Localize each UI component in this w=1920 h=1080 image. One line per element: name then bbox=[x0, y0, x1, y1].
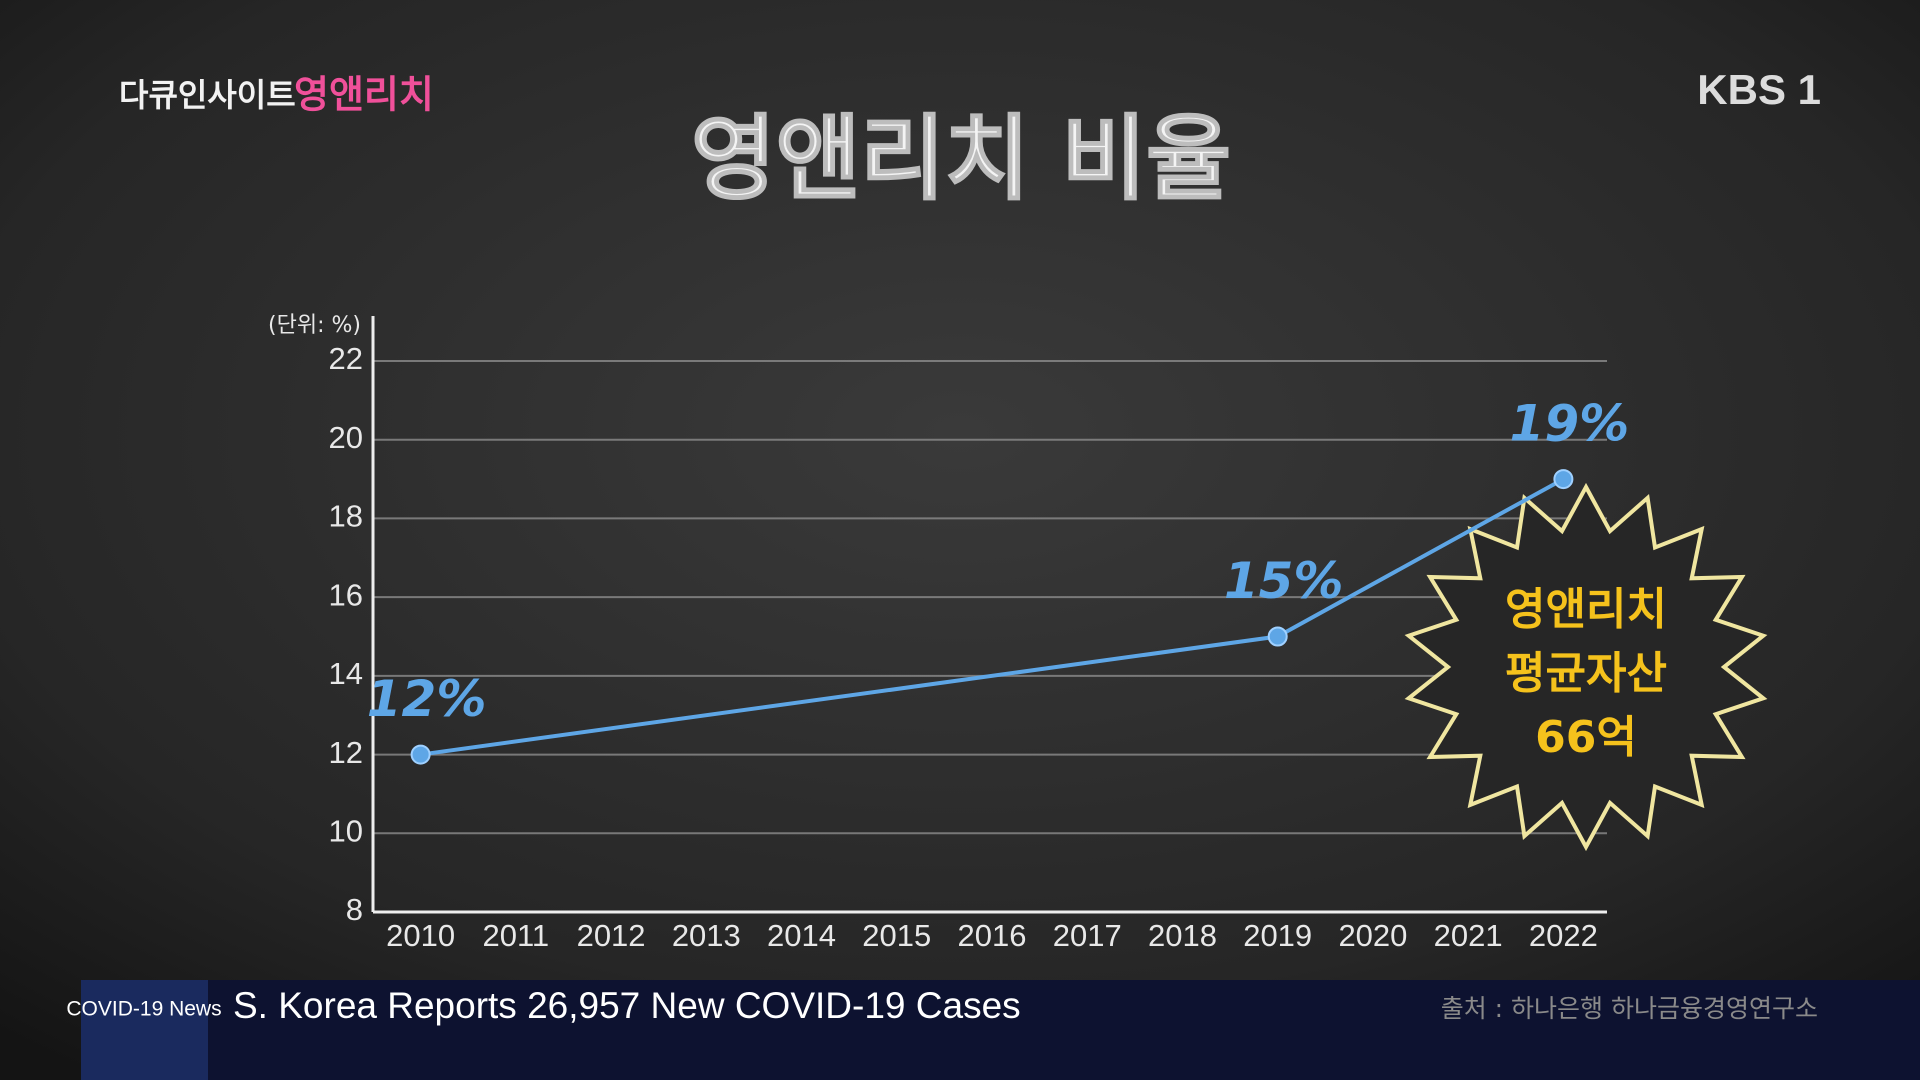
ticker-bar bbox=[81, 980, 1920, 1080]
y-tick-label: 16 bbox=[329, 577, 363, 612]
x-tick-label: 2021 bbox=[1434, 918, 1503, 953]
x-tick-label: 2011 bbox=[483, 918, 550, 953]
x-tick-label: 2022 bbox=[1529, 918, 1598, 953]
value-label: 15% bbox=[1224, 552, 1344, 610]
y-tick-label: 12 bbox=[329, 735, 363, 770]
unit-label: (단위: %) bbox=[268, 313, 361, 338]
y-tick-label: 22 bbox=[329, 341, 363, 376]
annotation-line: 영앤리치 bbox=[1505, 584, 1667, 635]
x-tick-label: 2014 bbox=[767, 918, 836, 953]
x-tick-label: 2019 bbox=[1243, 918, 1312, 953]
x-tick-label: 2017 bbox=[1053, 918, 1122, 953]
channel-logo: KBS 1 bbox=[1697, 66, 1821, 113]
y-tick-label: 10 bbox=[329, 813, 363, 848]
y-tick-label: 18 bbox=[329, 499, 363, 534]
chart-title: 영앤리치 비율 bbox=[691, 105, 1231, 212]
value-label: 12% bbox=[367, 670, 487, 728]
x-tick-label: 2018 bbox=[1148, 918, 1217, 953]
series-logo: 다큐인사이트 bbox=[119, 76, 296, 114]
ticker-headline: S. Korea Reports 26,957 New COVID-19 Cas… bbox=[233, 985, 1021, 1026]
x-tick-label: 2016 bbox=[958, 918, 1027, 953]
x-tick-label: 2020 bbox=[1338, 918, 1407, 953]
ticker-tag-box bbox=[81, 980, 208, 1080]
ticker-tag: COVID-19 News bbox=[66, 998, 221, 1021]
point bbox=[410, 744, 431, 765]
annotation-line: 66억 bbox=[1535, 712, 1637, 763]
y-tick-label: 14 bbox=[329, 656, 363, 691]
annotation-line: 평균자산 bbox=[1505, 648, 1667, 699]
y-tick-label: 8 bbox=[346, 892, 363, 927]
episode-logo: 영앤리치 bbox=[294, 73, 434, 117]
point bbox=[1267, 626, 1288, 647]
source: 출처 : 하나은행 하나금융경영연구소 bbox=[1441, 994, 1818, 1023]
x-tick-label: 2015 bbox=[862, 918, 931, 953]
x-tick-label: 2010 bbox=[386, 918, 455, 953]
point bbox=[1553, 469, 1574, 490]
y-tick-label: 20 bbox=[329, 420, 363, 455]
value-label: 19% bbox=[1510, 395, 1630, 453]
x-tick-label: 2012 bbox=[577, 918, 646, 953]
burst bbox=[1404, 482, 1768, 852]
x-tick-label: 2013 bbox=[672, 918, 741, 953]
